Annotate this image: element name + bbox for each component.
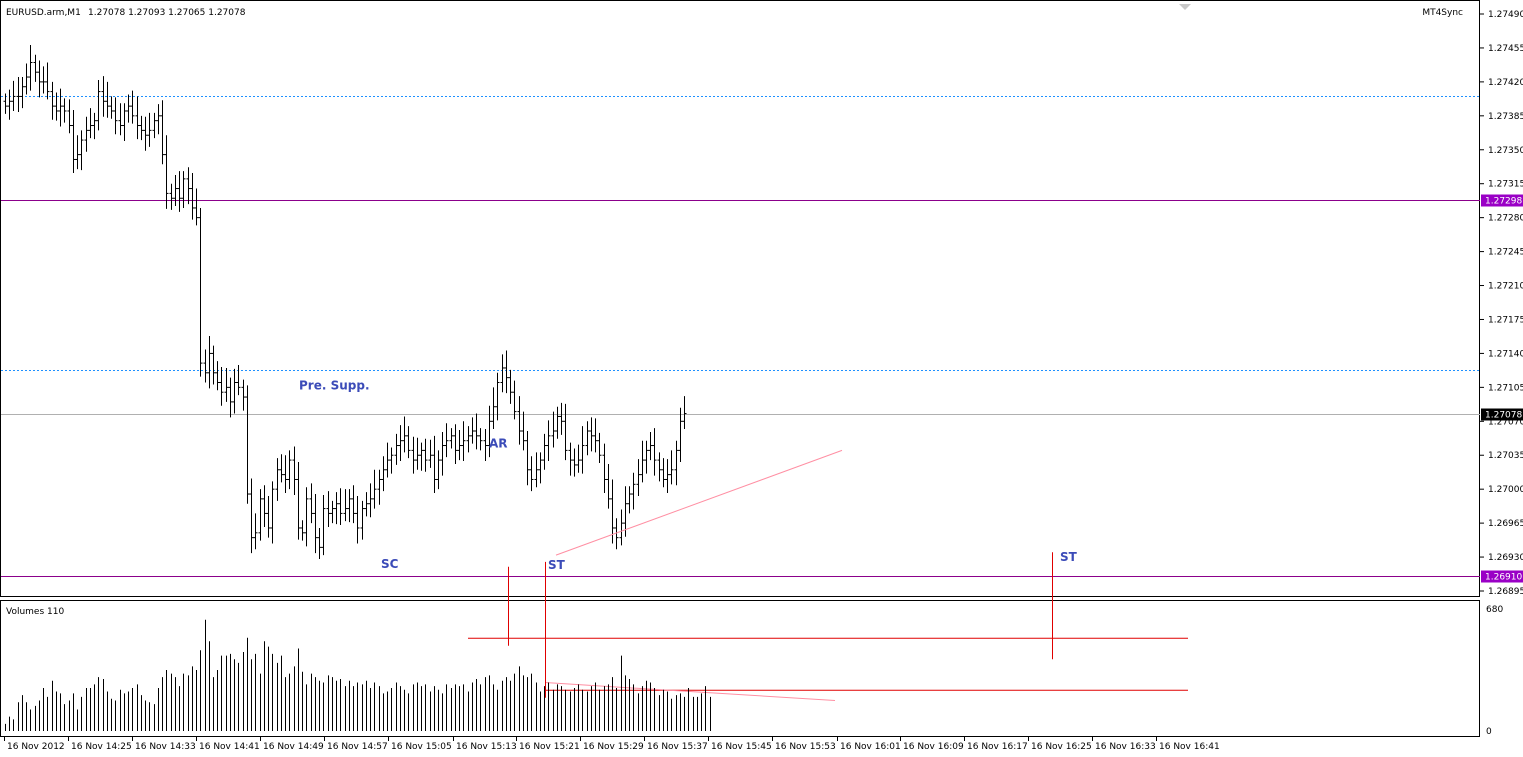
price-trendline: [555, 449, 843, 556]
time-tick-label: 16 Nov 16:09: [903, 742, 964, 752]
price-tick-label: 1.27175: [1488, 315, 1523, 325]
price-tick-label: 1.27455: [1488, 44, 1523, 54]
time-tick-label: 16 Nov 15:45: [711, 742, 772, 752]
volumes-label: Volumes 110: [6, 607, 64, 617]
price-tick-label: 1.27315: [1488, 180, 1523, 190]
volume-tick-label: 0: [1486, 727, 1492, 737]
annotation-label: Pre. Supp.: [299, 378, 370, 392]
price-tick-label: 1.27105: [1488, 383, 1523, 393]
symbol-label: EURUSD.arm,M1: [6, 8, 81, 18]
time-tick-label: 16 Nov 14:25: [71, 742, 132, 752]
price-tick-label: 1.27035: [1488, 451, 1523, 461]
price-tag: [1481, 570, 1523, 583]
time-axis: 16 Nov 2012 16 Nov 14:25 16 Nov 14:33 16 No…: [4, 737, 1220, 752]
volume-pane-frame: [0, 600, 1480, 737]
price-tick-label: 1.26930: [1488, 553, 1523, 563]
volume-axis: 680 0: [1486, 605, 1503, 737]
annotation-label: ST: [1060, 550, 1078, 564]
price-tick-label: 1.27385: [1488, 112, 1523, 122]
wyckoff-annotations: Pre. Supp. AR SC ST ST: [299, 378, 1078, 571]
time-tick-label: 16 Nov 16:17: [967, 742, 1028, 752]
time-tick-label: 16 Nov 15:29: [583, 742, 644, 752]
price-tag-label: 1.27298: [1485, 197, 1522, 207]
trendlines[interactable]: [468, 449, 1188, 701]
volume-pink-trendline: [544, 682, 836, 701]
price-tag-label: 1.27078: [1485, 411, 1522, 421]
time-tick-label: 16 Nov 14:41: [199, 742, 260, 752]
price-tick-label: 1.26965: [1488, 519, 1523, 529]
annotation-label: SC: [381, 557, 399, 571]
volume-bars: [5, 619, 711, 731]
price-tick-label: 1.27245: [1488, 248, 1523, 258]
time-tick-label: 16 Nov 15:13: [456, 742, 517, 752]
plugin-label: MT4Sync: [1422, 8, 1463, 18]
annotation-label: ST: [548, 558, 566, 572]
volume-tick-label: 680: [1486, 605, 1503, 615]
time-tick-label: 16 Nov 16:01: [840, 742, 901, 752]
time-tick-label: 16 Nov 14:49: [263, 742, 324, 752]
price-tick-label: 1.27000: [1488, 485, 1523, 495]
shift-marker-icon[interactable]: [1179, 4, 1191, 10]
price-tag: [1481, 194, 1523, 207]
ohlc-label: 1.27078 1.27093 1.27065 1.27078: [88, 8, 246, 18]
price-tick-label: 1.27070: [1488, 417, 1523, 427]
annotation-label: AR: [489, 437, 508, 451]
time-tick-label: 16 Nov 15:21: [519, 742, 580, 752]
price-tick-label: 1.27490: [1488, 10, 1523, 20]
price-pane-frame: [0, 0, 1480, 597]
time-tick-label: 16 Nov 16:25: [1031, 742, 1092, 752]
time-tick-label: 16 Nov 14:33: [135, 742, 196, 752]
horizontal-levels[interactable]: 1.27298 1.27078 1.26910: [1, 96, 1523, 583]
time-tick-label: 16 Nov 16:33: [1095, 742, 1156, 752]
time-tick-label: 16 Nov 2012: [7, 742, 65, 752]
price-tag: [1481, 408, 1523, 421]
price-tick-label: 1.27280: [1488, 214, 1523, 224]
time-tick-label: 16 Nov 15:37: [647, 742, 708, 752]
price-tick-label: 1.27350: [1488, 146, 1523, 156]
price-tick-label: 1.27210: [1488, 282, 1523, 292]
time-tick-label: 16 Nov 15:05: [391, 742, 452, 752]
time-tick-label: 16 Nov 16:41: [1159, 742, 1220, 752]
price-tick-label: 1.27140: [1488, 349, 1523, 359]
time-tick-label: 16 Nov 15:53: [775, 742, 836, 752]
price-tick-label: 1.27420: [1488, 78, 1523, 88]
price-axis: 1.27490 1.27455 1.27420 1.27385 1.27350 1.273…: [1480, 10, 1523, 597]
price-tag-label: 1.26910: [1485, 573, 1522, 583]
ohlc-bars: [3, 45, 687, 559]
time-tick-label: 16 Nov 14:57: [327, 742, 388, 752]
price-tick-label: 1.26895: [1488, 587, 1523, 597]
